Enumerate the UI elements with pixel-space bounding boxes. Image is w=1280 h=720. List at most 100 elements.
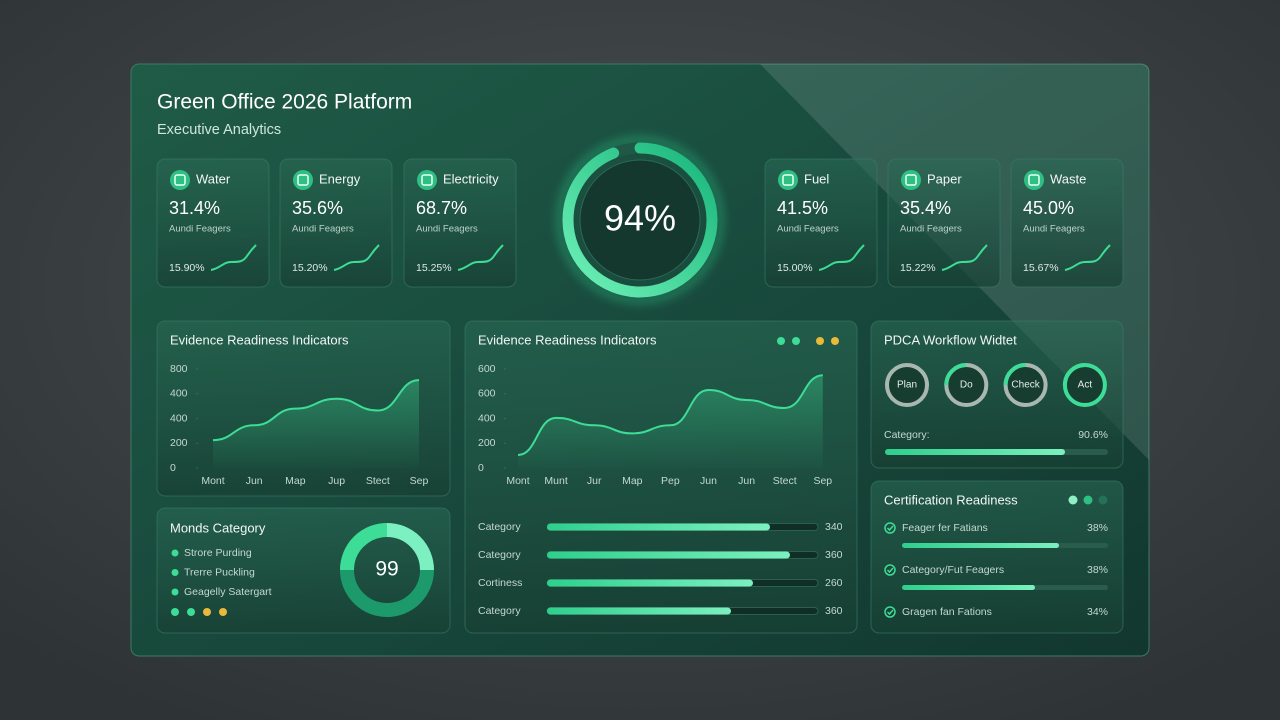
x-tick-label: Stect <box>366 475 390 487</box>
kpi-icon-glyph <box>297 174 309 186</box>
area <box>518 375 823 468</box>
cert-fill <box>902 543 1059 548</box>
x-tick-label: Munt <box>544 475 567 487</box>
pdca-ring <box>885 363 929 407</box>
kpi-footnote: 15.67% <box>1023 262 1059 274</box>
cert-label: Feager fer Fatians <box>902 522 988 534</box>
gauge-arc <box>562 142 718 298</box>
kpi-value: 45.0% <box>1023 198 1074 218</box>
sparkline <box>457 244 504 271</box>
kpi-caption: Aundi Feagers <box>416 224 478 235</box>
legend-item: Strore Purding <box>184 547 252 559</box>
x-tick-label: Jun <box>738 475 755 487</box>
card <box>764 158 878 288</box>
y-tick-label: 200 <box>478 437 496 449</box>
chart-title: Evidence Readiness Indicators <box>170 332 349 347</box>
check-mark <box>886 525 894 532</box>
gauge-label: 94% <box>604 198 676 239</box>
kpi-label: Electricity <box>443 171 499 186</box>
gauge-glow <box>557 137 723 303</box>
y-tick-label: 400 <box>170 412 188 424</box>
pdca-title: PDCA Workflow Widtet <box>884 332 1017 347</box>
x-tick-label: Map <box>622 475 643 487</box>
x-tick-label: Jun <box>246 475 263 487</box>
bar-value: 360 <box>825 549 843 561</box>
bar-label: Category <box>478 605 521 617</box>
kpi-footnote: 15.25% <box>416 262 452 274</box>
kpi-caption: Aundi Feagers <box>900 224 962 235</box>
card <box>1010 158 1124 288</box>
content: Water 31.4% Aundi Feagers 15.90% Energy 35.6%… <box>156 137 1124 634</box>
kpi-value: 35.6% <box>292 198 343 218</box>
legend-dot <box>171 549 179 557</box>
kpi-label: Waste <box>1050 171 1086 186</box>
kpi-footnote: 15.20% <box>292 262 328 274</box>
kpi-value: 41.5% <box>777 198 828 218</box>
kpi-icon <box>778 170 798 190</box>
status-dot <box>171 608 179 616</box>
status-dot <box>1098 495 1108 505</box>
kpi-caption: Aundi Feagers <box>292 224 354 235</box>
status-dot <box>816 337 824 345</box>
kpi-label: Paper <box>927 171 962 186</box>
line <box>517 374 823 457</box>
kpi-label: Fuel <box>804 171 829 186</box>
bar-fill <box>547 551 790 559</box>
donut-segment <box>340 523 388 571</box>
kpi-icon <box>417 170 437 190</box>
kpi-icon-glyph <box>782 174 794 186</box>
kpi-footnote: 15.22% <box>900 262 936 274</box>
y-tick-label: 0 <box>170 462 176 474</box>
card <box>279 158 393 288</box>
y-tick-label: 200 <box>170 437 188 449</box>
kpi-icon-glyph <box>174 174 186 186</box>
progress-value: 90.6% <box>1078 429 1108 441</box>
legend-dot <box>171 588 179 596</box>
bar-label: Cortiness <box>478 577 522 589</box>
kpi-label: Water <box>196 171 231 186</box>
legend-item: Geagelly Satergart <box>184 586 272 598</box>
bar-label: Category <box>478 549 521 561</box>
legend-dot <box>171 569 179 576</box>
bar-value: 360 <box>825 605 843 617</box>
kpi-label: Energy <box>319 171 361 186</box>
kpi-value: 68.7% <box>416 198 467 218</box>
check-icon <box>884 564 896 576</box>
x-tick-label: Pep <box>661 475 680 487</box>
kpi-value: 31.4% <box>169 198 220 218</box>
cert-value: 34% <box>1087 606 1108 618</box>
kpi-icon <box>1024 170 1044 190</box>
sparkline <box>333 244 380 271</box>
x-tick-label: Mont <box>201 475 224 487</box>
x-tick-label: Jur <box>587 475 602 487</box>
y-tick-label: 600 <box>478 363 496 375</box>
y-tick-label: 400 <box>170 388 188 400</box>
x-tick-label: Jup <box>328 475 345 487</box>
x-tick-label: Mont <box>506 475 529 487</box>
sparkline <box>818 244 865 271</box>
pdca-ring-accent <box>1003 363 1026 386</box>
page-title: Green Office 2026 Platform <box>157 91 412 114</box>
status-dot <box>1068 495 1078 505</box>
monds-title: Monds Category <box>170 520 266 535</box>
y-tick-label: 400 <box>478 412 496 424</box>
check-mark <box>886 609 894 616</box>
pdca-step: Do <box>960 380 973 391</box>
card <box>403 158 517 288</box>
kpi-icon-glyph <box>421 174 433 186</box>
x-tick-label: Sep <box>813 475 832 487</box>
pdca-step: Act <box>1078 380 1093 391</box>
check-mark <box>886 567 894 574</box>
status-dot <box>219 608 227 616</box>
kpi-icon-glyph <box>1028 174 1040 186</box>
kpi-footnote: 15.00% <box>777 262 813 274</box>
donut-label: 99 <box>375 558 398 581</box>
kpi-caption: Aundi Feagers <box>169 224 231 235</box>
card <box>870 320 1124 469</box>
kpi-caption: Aundi Feagers <box>1023 224 1085 235</box>
card <box>887 158 1001 288</box>
bar-label: Category <box>478 521 521 533</box>
status-dot <box>203 608 211 616</box>
kpi-caption: Aundi Feagers <box>777 224 839 235</box>
